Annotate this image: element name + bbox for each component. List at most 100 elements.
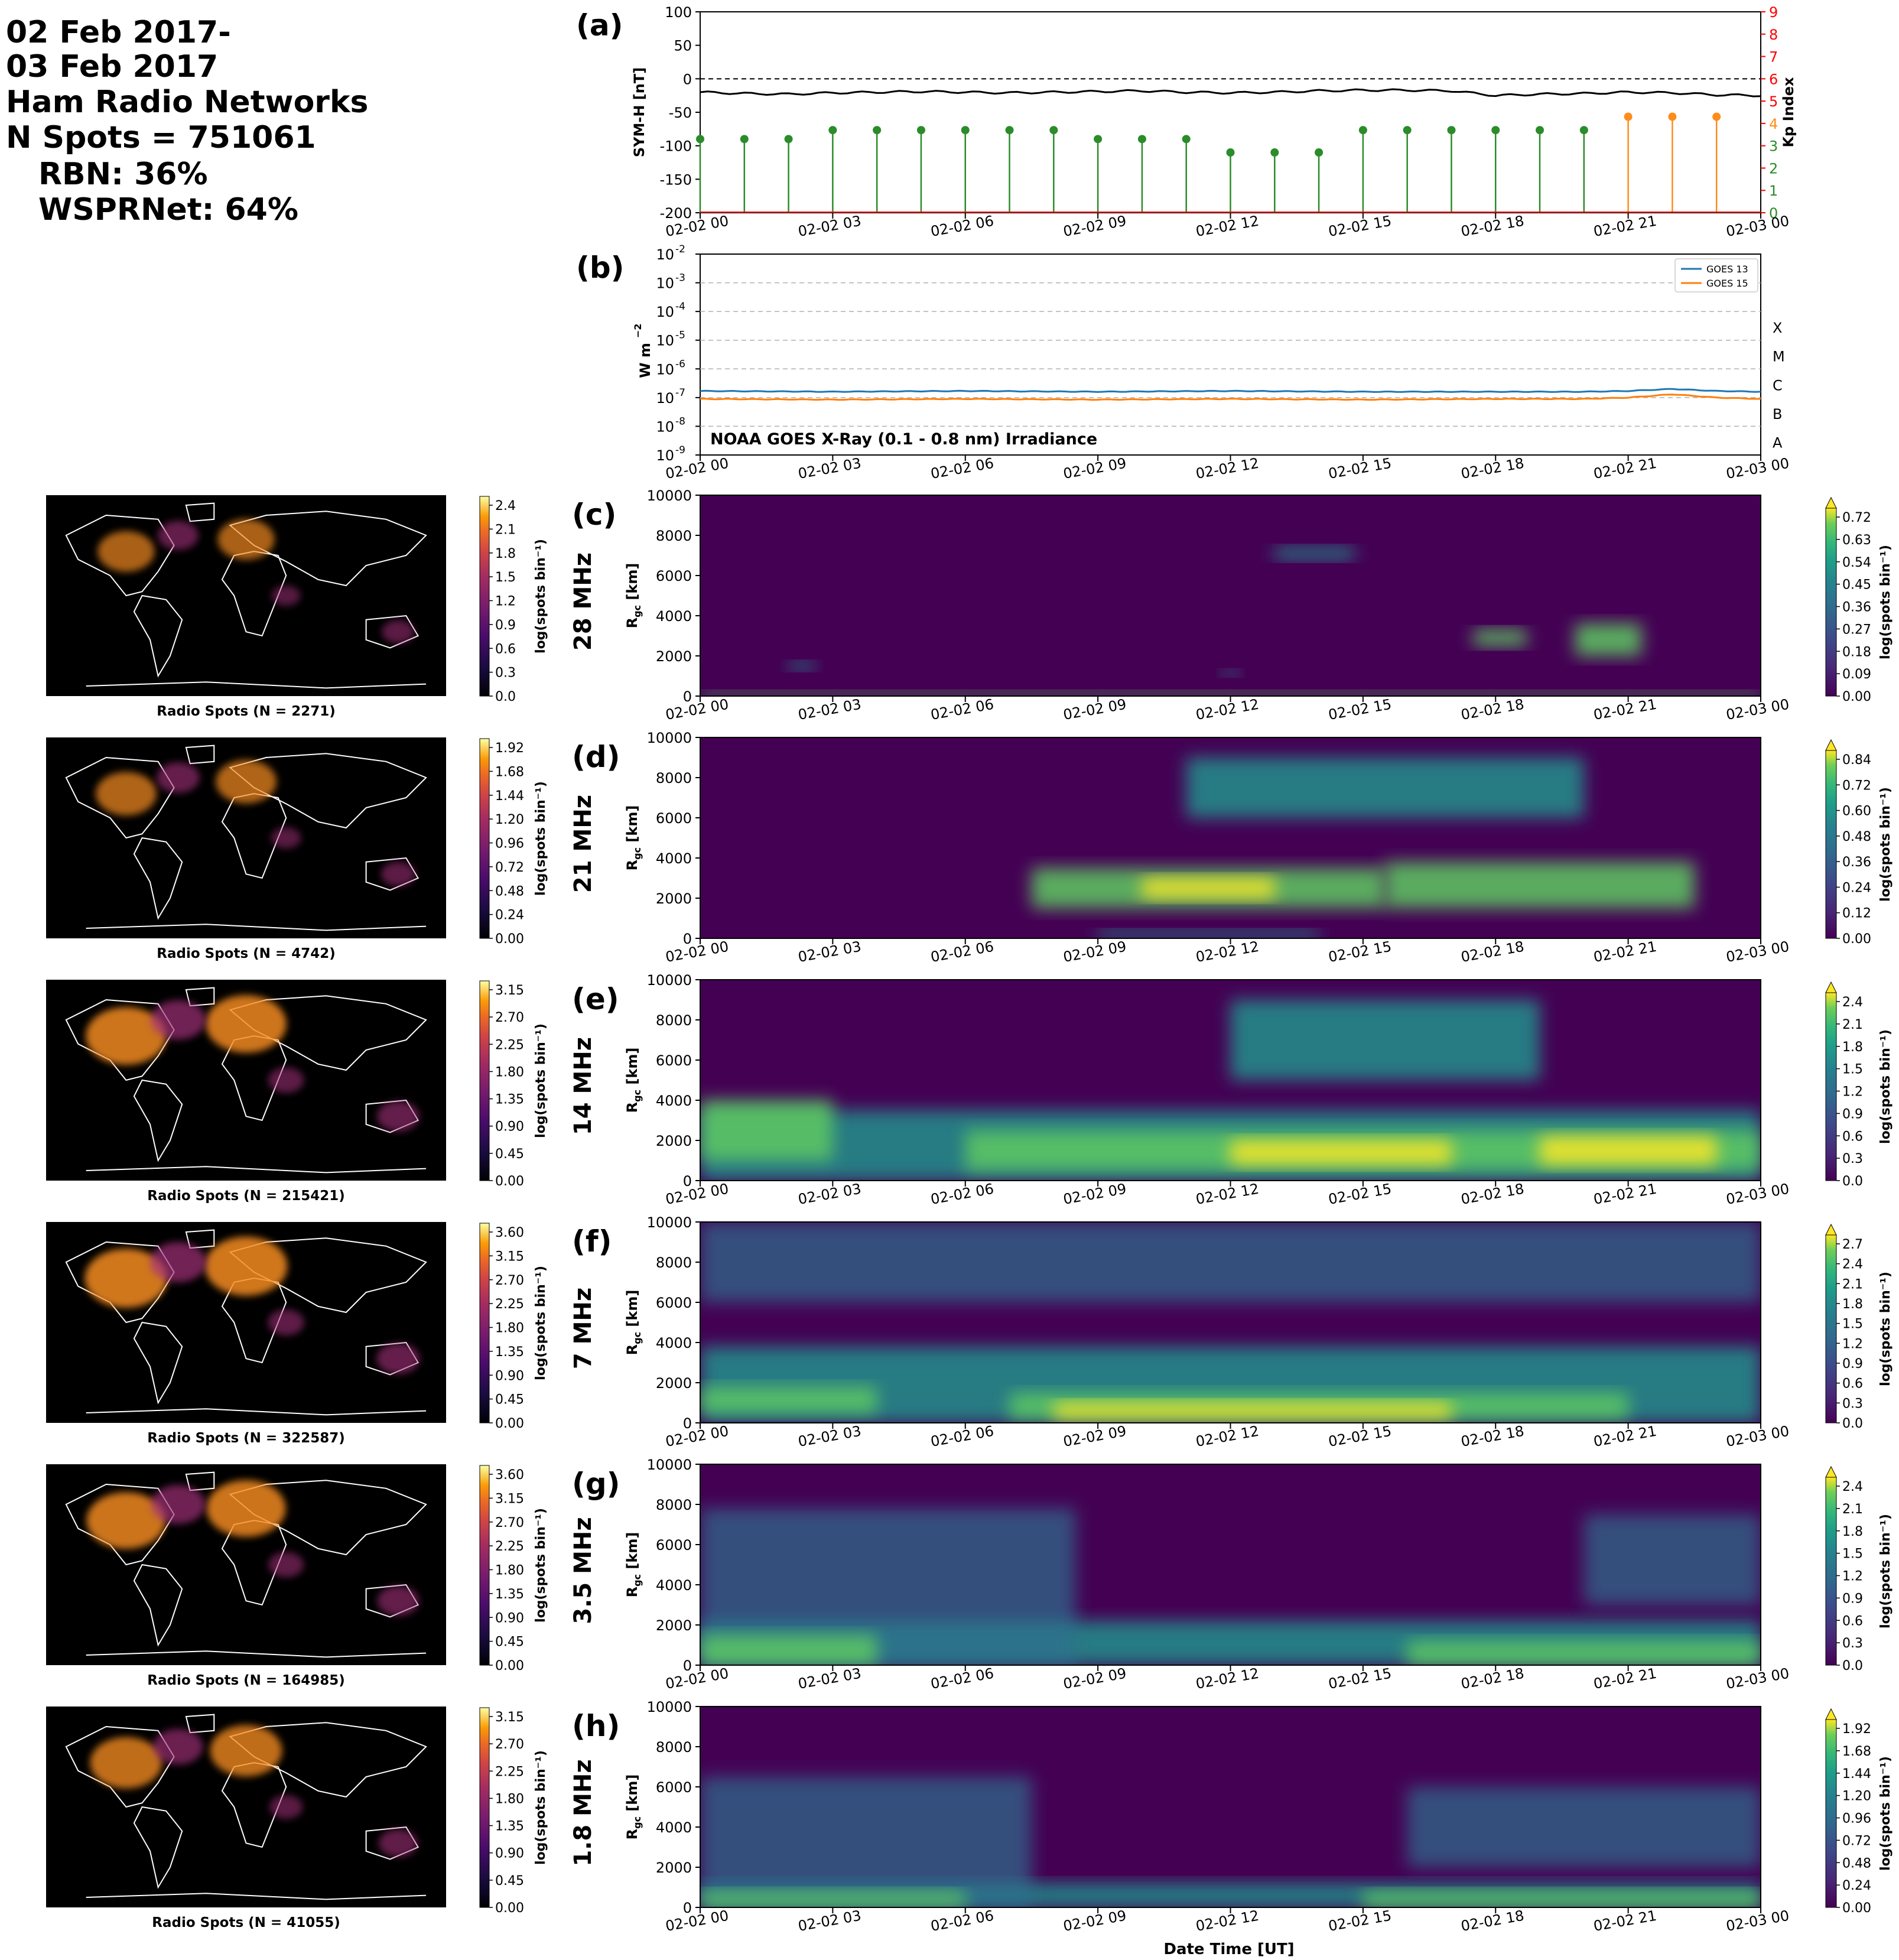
x-tick-label: 02-02 00 [664, 938, 730, 966]
x-tick-label: 02-03 00 [1725, 1423, 1790, 1450]
map-cbar-label: log(spots bin⁻¹) [534, 539, 548, 654]
map-cbar-tick-label: 2.70 [495, 1516, 524, 1530]
x-tick-label: 02-02 15 [1327, 696, 1393, 723]
title-line: 03 Feb 2017 [6, 49, 218, 84]
x-tick-label: 02-02 03 [797, 1907, 863, 1935]
x-tick-label: 02-02 15 [1327, 938, 1393, 966]
density-blob [1540, 1136, 1717, 1165]
rti-cbar-tick-label: 2.1 [1842, 1502, 1863, 1517]
map-cbar-tick-label: 0.96 [495, 837, 524, 851]
rti-cbar-tick-label: 1.2 [1842, 1569, 1863, 1584]
x-tick-label: 02-02 21 [1592, 213, 1658, 240]
y-tick-label: 0 [683, 688, 692, 705]
spot-density [86, 1007, 167, 1065]
rti-colorbar [1825, 1234, 1837, 1423]
y2-tick-label: 5 [1769, 93, 1778, 110]
x-tick-label: 02-02 15 [1327, 455, 1393, 482]
kp-point [1491, 126, 1500, 135]
x-tick-label: 02-02 12 [1195, 455, 1260, 482]
x-tick-label: 02-02 15 [1327, 1665, 1393, 1692]
y-tick-label: -50 [669, 105, 692, 121]
spot-density [376, 1343, 420, 1374]
kp-point [1226, 148, 1235, 157]
kp-point [961, 126, 970, 135]
rti-background [700, 495, 1761, 696]
x-tick-label: 02-02 18 [1459, 213, 1525, 240]
map-cbar-tick-label: 1.35 [495, 1093, 524, 1107]
y-tick-label: 10 [656, 361, 674, 378]
map-cbar-label: log(spots bin⁻¹) [534, 1023, 548, 1138]
map-cbar-tick-label: 0.00 [495, 1174, 524, 1189]
map-colorbar [479, 1465, 490, 1666]
y-tick-exponent: -3 [675, 272, 685, 284]
colorbar-extend-arrow [1825, 1708, 1837, 1720]
y-tick-label: 8000 [656, 1497, 692, 1513]
spot-density [153, 1728, 203, 1765]
coastline [65, 1725, 175, 1808]
spot-density [156, 762, 200, 794]
x-tick-label: 02-03 00 [1725, 1907, 1790, 1935]
y2-tick-label: 7 [1769, 49, 1778, 66]
map-cbar-tick-label: 0.00 [495, 1901, 524, 1916]
y-tick-label: 0 [683, 1900, 692, 1916]
rti-cbar-tick-label: 2.4 [1842, 1257, 1863, 1272]
density-blob [700, 1635, 877, 1665]
goes-series-line [700, 388, 1761, 393]
rti-cbar-tick-label: 1.5 [1842, 1547, 1863, 1562]
rti-cbar-tick-label: 0.63 [1842, 533, 1871, 548]
rti-cbar-tick-label: 0.0 [1842, 1416, 1863, 1431]
rti-cbar-label: log(spots bin⁻¹) [1878, 1514, 1893, 1629]
x-tick-label: 02-02 09 [1062, 455, 1127, 482]
panel-b-goes-xray: (b)10-910-810-710-610-510-410-310 -2ABCMX… [576, 243, 1790, 482]
y2-tick-label: 4 [1769, 116, 1778, 132]
kp-point [1049, 126, 1058, 135]
map-title: Radio Spots (N = 322587) [147, 1431, 345, 1446]
density-blob [1583, 1514, 1761, 1605]
y-tick-exponent: -8 [675, 415, 685, 427]
rti-cbar-tick-label: 1.20 [1842, 1789, 1871, 1804]
kp-point [1624, 112, 1633, 121]
kp-point [784, 135, 793, 144]
kp-point [1182, 135, 1191, 144]
y-tick-exponent: -7 [675, 387, 685, 399]
rti-cbar-tick-label: 2.1 [1842, 1277, 1863, 1292]
x-tick-label: 02-03 00 [1725, 1181, 1790, 1208]
map-cbar-tick-label: 2.25 [495, 1297, 524, 1312]
y2-axis-label: Kp Index [1780, 77, 1797, 148]
x-tick-label: 02-02 00 [664, 1423, 730, 1450]
x-tick-label: 02-02 09 [1062, 213, 1127, 240]
y-axis-label-exponent: −2 [632, 323, 643, 338]
map-cbar-tick-label: 1.44 [495, 789, 524, 804]
kp-point [1094, 135, 1103, 144]
map-title: Radio Spots (N = 164985) [147, 1673, 345, 1688]
rti-cbar-tick-label: 1.8 [1842, 1040, 1863, 1055]
rti-cbar-tick-label: 0.3 [1842, 1636, 1863, 1651]
panel-letter: (b) [576, 251, 625, 285]
y-tick-label: 0 [683, 1657, 692, 1674]
kp-point [1137, 135, 1146, 144]
rti-colorbar [1825, 1477, 1837, 1666]
spot-density [157, 521, 199, 550]
x-tick-label: 02-02 09 [1062, 1665, 1127, 1692]
density-blob [1230, 1140, 1452, 1165]
spot-density [271, 827, 301, 849]
map-colorbar [479, 1223, 490, 1423]
rti-cbar-label: log(spots bin⁻¹) [1878, 787, 1893, 902]
rti-cbar-label: log(spots bin⁻¹) [1878, 1029, 1893, 1144]
x-tick-label: 02-02 15 [1327, 213, 1393, 240]
y-tick-label: 8000 [656, 1254, 692, 1271]
rti-cbar-tick-label: 0.09 [1842, 667, 1871, 682]
y-tick-label: 2000 [656, 648, 692, 665]
rti-cbar-tick-label: 1.8 [1842, 1525, 1863, 1539]
x-tick-label: 02-02 12 [1195, 696, 1260, 723]
rti-cbar-tick-label: 1.5 [1842, 1317, 1863, 1332]
spot-density [149, 1242, 207, 1282]
kp-point [1579, 126, 1588, 135]
x-tick-label: 02-02 09 [1062, 938, 1127, 966]
y-tick-label: 4000 [656, 1335, 692, 1351]
y-axis-label: Rgc [km] [624, 805, 643, 871]
band-frequency-label: 21 MHz [570, 795, 597, 893]
coastline [133, 1079, 183, 1162]
density-blob [1230, 1000, 1540, 1080]
band-panel: Radio Spots (N = 215421)0.000.450.901.35… [46, 972, 1893, 1208]
